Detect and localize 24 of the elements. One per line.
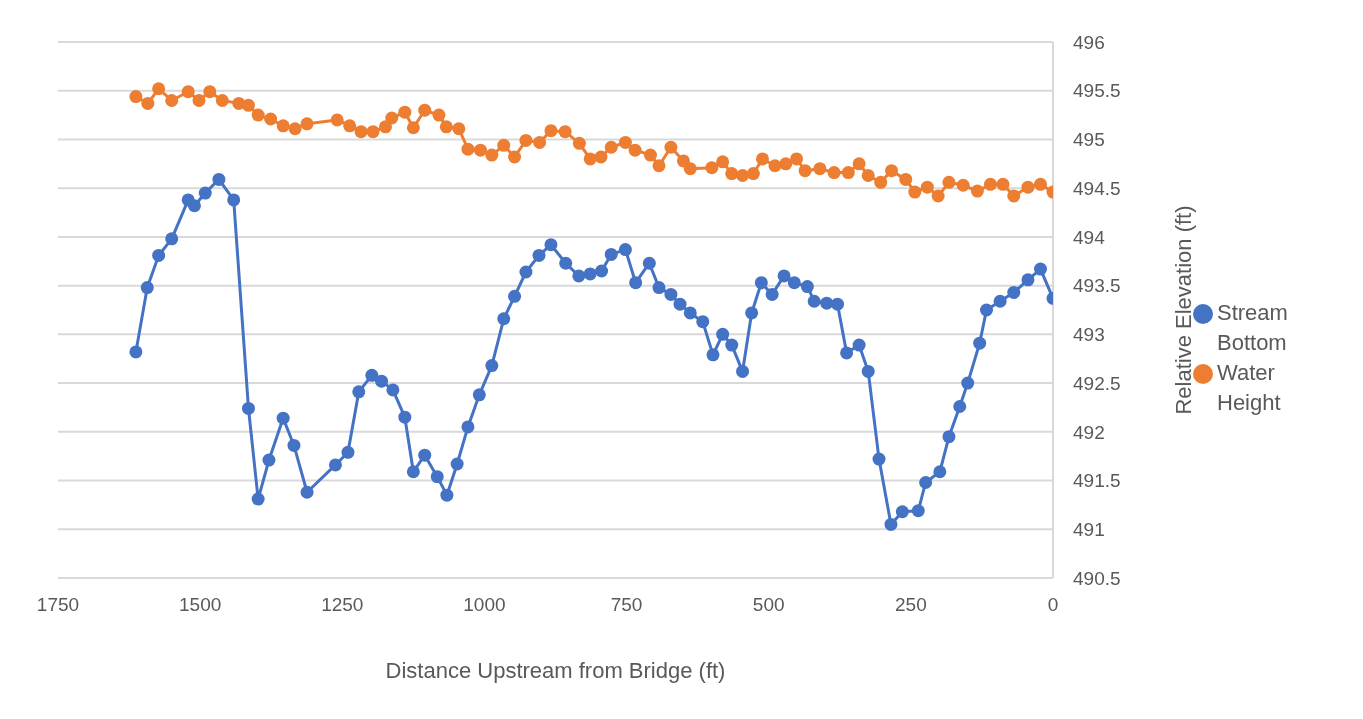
x-tick-label: 1000 xyxy=(463,594,506,616)
x-tick-label: 1750 xyxy=(36,594,80,616)
y-tick-label: 495.5 xyxy=(1073,80,1121,102)
y-tick-label: 492.5 xyxy=(1073,372,1121,394)
x-tick-label: 1500 xyxy=(179,594,222,616)
y-tick-label: 494.5 xyxy=(1073,177,1121,199)
legend-label: Stream Bottom xyxy=(1217,299,1289,357)
x-tick-label: 1250 xyxy=(321,594,364,616)
y-tick-label: 495 xyxy=(1073,129,1105,151)
x-tick-label: 0 xyxy=(1047,594,1059,616)
y-tick-label: 490.5 xyxy=(1073,567,1121,589)
y-axis-title: Relative Elevation (ft) xyxy=(1170,205,1196,415)
y-tick-label: 491 xyxy=(1073,519,1105,541)
x-axis-title: Distance Upstream from Bridge (ft) xyxy=(385,658,726,683)
y-tick-label: 494 xyxy=(1073,226,1106,248)
y-tick-label: 496 xyxy=(1073,31,1105,53)
x-tick-label: 250 xyxy=(895,594,927,616)
y-tick-label: 493 xyxy=(1073,324,1105,346)
y-tick-label: 491.5 xyxy=(1073,470,1121,492)
x-tick-label: 750 xyxy=(610,594,643,616)
x-tick-label: 500 xyxy=(752,594,785,616)
y-tick-label: 492 xyxy=(1073,421,1105,443)
y-tick-label: 493.5 xyxy=(1073,275,1121,297)
legend-label: Water Height xyxy=(1217,359,1282,417)
